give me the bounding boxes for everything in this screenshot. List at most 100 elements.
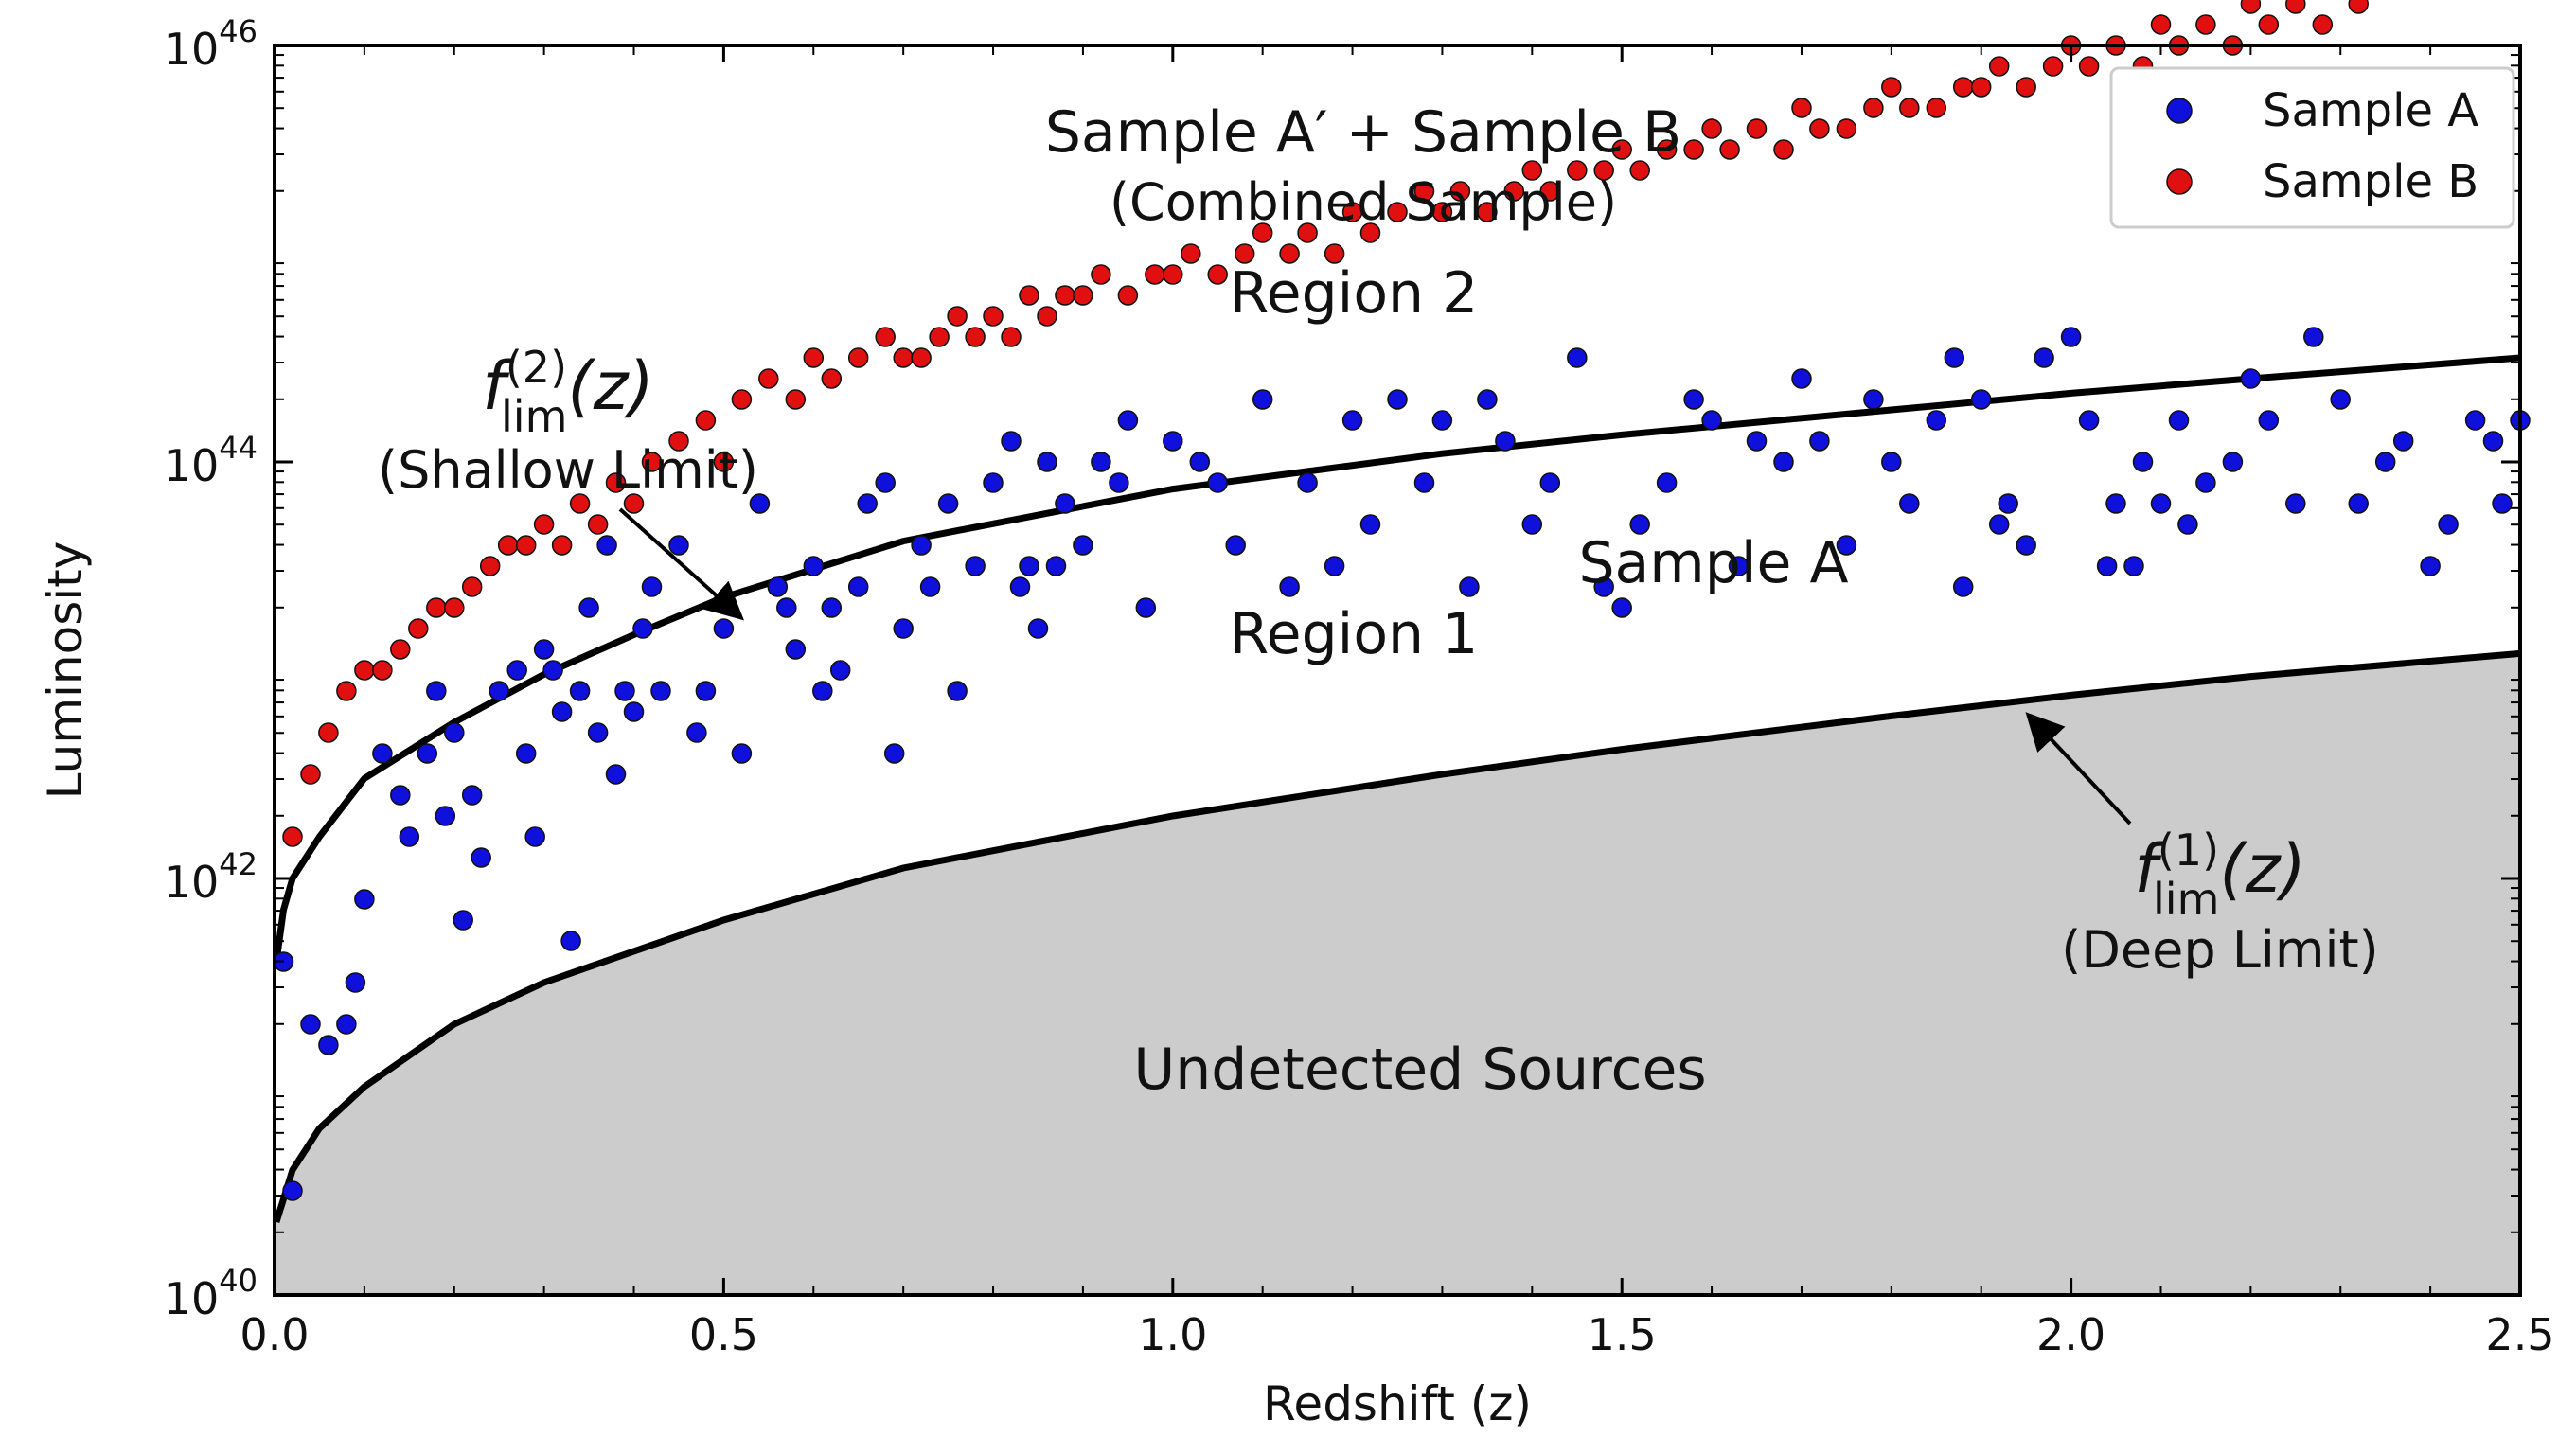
sample-b-point bbox=[641, 452, 663, 472]
sample-a-point bbox=[1279, 576, 1300, 597]
sample-a-point bbox=[1225, 535, 1246, 556]
sample-b-point bbox=[2195, 14, 2216, 35]
sample-b-point bbox=[1503, 181, 1525, 202]
sample-b-point bbox=[1073, 285, 1093, 306]
sample-a-point bbox=[2374, 452, 2396, 472]
sample-a-point bbox=[919, 576, 941, 597]
legend: Sample A Sample B bbox=[2109, 66, 2515, 229]
region-1-label: Region 1 bbox=[1230, 601, 1479, 667]
sample-a-point bbox=[668, 535, 689, 556]
sample-a-point bbox=[1656, 472, 1678, 493]
sample-a-point bbox=[1341, 410, 1363, 431]
sample-a-point bbox=[1773, 452, 1794, 472]
sample-b-point bbox=[1001, 327, 1022, 347]
sample-a-point bbox=[542, 660, 563, 681]
sample-a-point bbox=[2177, 514, 2198, 535]
sample-b-point bbox=[731, 389, 753, 410]
sample-b-point bbox=[408, 618, 429, 639]
x-axis-label: Redshift (z) bbox=[1263, 1376, 1532, 1431]
sample-a-point bbox=[695, 681, 717, 701]
sample-b-point bbox=[1297, 222, 1318, 243]
sample-b-point bbox=[479, 556, 501, 576]
sample-a-point bbox=[965, 556, 986, 576]
sample-b-point bbox=[1773, 139, 1794, 160]
sample-b-point bbox=[1037, 306, 1057, 327]
sample-a-point bbox=[1135, 597, 1157, 618]
sample-a-point bbox=[2016, 535, 2036, 556]
sample-a-point bbox=[2464, 410, 2486, 431]
sample-b-point bbox=[1683, 139, 1704, 160]
sample-a-point bbox=[453, 910, 473, 931]
sample-b-point bbox=[1719, 139, 1740, 160]
shallow-limit-note: (Shallow Limit) bbox=[378, 440, 758, 500]
sample-b-point bbox=[1477, 202, 1498, 222]
sample-b-point bbox=[758, 368, 779, 389]
sample-a-point bbox=[893, 618, 914, 639]
annotations-layer: Sample A′ + Sample B(Combined Sample) Reg… bbox=[378, 99, 2379, 1103]
sample-a-point bbox=[911, 535, 932, 556]
sample-a-point bbox=[937, 493, 959, 514]
sample-a-point bbox=[2150, 493, 2172, 514]
sample-b-point bbox=[2240, 0, 2262, 14]
sample-b-point bbox=[929, 327, 950, 347]
sample-a-point bbox=[1045, 556, 1067, 576]
sample-b-point bbox=[533, 514, 555, 535]
sample-a-point bbox=[1629, 514, 1650, 535]
y-tick-label: 1040 bbox=[164, 1263, 258, 1324]
sample-b-point bbox=[1341, 202, 1363, 222]
sample-a-point bbox=[1019, 556, 1039, 576]
sample-b-point bbox=[1413, 181, 1435, 202]
sample-b-point bbox=[785, 389, 807, 410]
sample-a-point bbox=[2348, 493, 2369, 514]
sample-a-point bbox=[1009, 576, 1031, 597]
sample-a-point bbox=[2330, 389, 2351, 410]
sample-b-point bbox=[1926, 98, 1947, 118]
sample-b-point bbox=[1117, 285, 1139, 306]
sample-a-point bbox=[1998, 493, 2018, 514]
sample-a-point bbox=[1324, 556, 1345, 576]
sample-a-point bbox=[776, 597, 797, 618]
x-tick-label: 0.0 bbox=[240, 1309, 309, 1360]
sample-a-point bbox=[857, 493, 878, 514]
sample-b-point bbox=[2258, 14, 2280, 35]
sample-b-point bbox=[847, 347, 869, 368]
x-tick-label: 1.0 bbox=[1138, 1309, 1207, 1360]
sample-a-point bbox=[578, 597, 599, 618]
sample-b-point bbox=[1521, 160, 1543, 181]
sample-a-point bbox=[1988, 514, 2010, 535]
sample-a-point bbox=[1746, 431, 1768, 452]
sample-a-point bbox=[435, 806, 456, 826]
sample-b-point bbox=[300, 764, 321, 785]
sample-a-point bbox=[2105, 493, 2126, 514]
sample-b-point bbox=[875, 327, 896, 347]
sample-a-point bbox=[569, 681, 591, 701]
sample-a-point bbox=[2482, 431, 2504, 452]
sample-b-point bbox=[444, 597, 465, 618]
legend-label-sample-b: Sample B bbox=[2263, 155, 2478, 208]
legend-marker-sample-b bbox=[2166, 168, 2193, 195]
sample-b-point bbox=[1145, 264, 1165, 285]
sample-a-point bbox=[426, 681, 447, 701]
sample-a-point bbox=[2060, 327, 2082, 347]
sample-a-point bbox=[587, 722, 609, 743]
sample-a-point bbox=[1073, 535, 1093, 556]
sample-b-point bbox=[1163, 264, 1183, 285]
sample-a-point bbox=[2034, 347, 2054, 368]
sample-b-point bbox=[668, 431, 689, 452]
sample-a-point bbox=[767, 576, 789, 597]
axes-layer: 0.0 0.5 1.0 1.5 2.0 2.5 1040 1042 1044 1046 Redshi… bbox=[38, 13, 2555, 1431]
sample-a-point bbox=[318, 1035, 339, 1055]
sample-b-point bbox=[1449, 181, 1471, 202]
sample-a-point bbox=[2285, 493, 2306, 514]
sample-b-point bbox=[2285, 0, 2306, 14]
deep-limit-label: f(1) lim(z) bbox=[2134, 825, 2306, 925]
deep-limit-note: (Deep Limit) bbox=[2061, 920, 2378, 980]
sample-b-point bbox=[983, 306, 1004, 327]
sample-a-point bbox=[560, 931, 581, 951]
sample-a-point bbox=[605, 764, 627, 785]
sample-a-point bbox=[1027, 618, 1049, 639]
sample-a-point bbox=[2492, 493, 2513, 514]
sample-a-point bbox=[1163, 431, 1183, 452]
sample-b-point bbox=[1431, 202, 1453, 222]
